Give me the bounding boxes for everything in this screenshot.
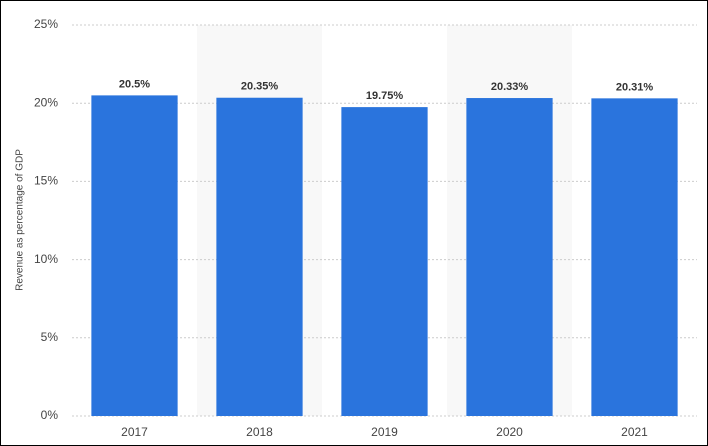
y-tick-label: 20% bbox=[34, 95, 58, 109]
y-tick-label: 5% bbox=[41, 330, 59, 344]
y-tick-label: 10% bbox=[34, 252, 58, 266]
x-tick-label: 2018 bbox=[246, 425, 273, 439]
data-label: 20.33% bbox=[491, 81, 529, 93]
y-axis-label: Revenue as percentage of GDP bbox=[15, 149, 26, 291]
data-label: 20.5% bbox=[119, 78, 150, 90]
y-tick-label: 15% bbox=[34, 174, 58, 188]
data-label: 20.31% bbox=[616, 81, 654, 93]
x-tick-label: 2017 bbox=[121, 425, 148, 439]
y-tick-label: 0% bbox=[41, 408, 59, 422]
y-tick-label: 25% bbox=[34, 17, 58, 31]
bar bbox=[341, 107, 428, 417]
bar bbox=[466, 98, 553, 416]
bar bbox=[91, 95, 178, 416]
bar bbox=[216, 97, 303, 416]
x-tick-label: 2021 bbox=[621, 425, 648, 439]
data-label: 20.35% bbox=[241, 81, 279, 93]
data-label: 19.75% bbox=[366, 90, 404, 102]
x-tick-label: 2020 bbox=[496, 425, 523, 439]
x-tick-label: 2019 bbox=[371, 425, 398, 439]
bar bbox=[591, 98, 678, 417]
